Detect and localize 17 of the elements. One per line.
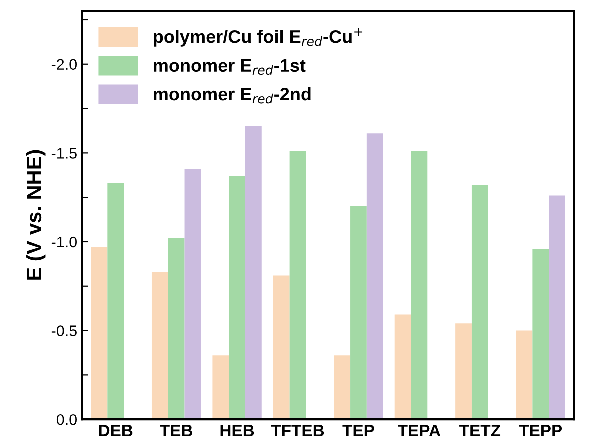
x-tick-label: TEB [160, 425, 192, 437]
x-tick-label: TEP [342, 425, 374, 437]
x-tick-label: TFTEB [271, 425, 324, 437]
legend-label: monomer E$_{red}$-2nd [154, 87, 311, 104]
y-tick-label: -1.0 [52, 236, 78, 248]
legend-label: polymer/Cu foil E$_{red}$-Cu$^{+}$ [154, 28, 363, 47]
legend-label: monomer E$_{red}$-1st [154, 59, 306, 76]
y-tick-label: -1.5 [52, 148, 77, 159]
x-tick-label: DEB [99, 425, 133, 437]
x-tick-label: TETZ [460, 425, 501, 437]
x-tick-label: HEB [220, 425, 254, 437]
y-tick-label: -0.5 [52, 326, 77, 336]
x-tick-label: TEPA [398, 425, 441, 437]
y-axis-title: E (V vs. NHE) [26, 150, 46, 280]
x-tick-label: TEPP [519, 425, 562, 437]
y-tick-label: 0.0 [56, 414, 78, 426]
y-tick-label: -2.0 [52, 59, 78, 70]
